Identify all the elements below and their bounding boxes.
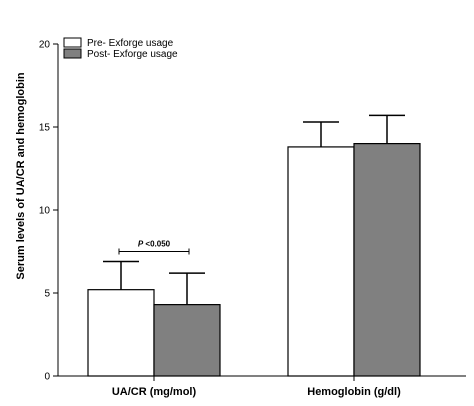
y-tick-label: 5: [44, 289, 50, 300]
y-axis-title: Serum levels of UA/CR and hemoglobin: [15, 72, 27, 279]
legend-label: Post- Exforge usage: [87, 49, 178, 60]
error-bars: [103, 114, 405, 305]
legend-label: Pre- Exforge usage: [87, 38, 174, 49]
annotations: P <0.050: [118, 240, 190, 255]
x-axis: UA/CR (mg/mol) Hemoglobin (g/dl): [58, 375, 466, 398]
bars: [87, 143, 421, 377]
bar: [153, 304, 221, 377]
y-tick-label: 10: [39, 206, 51, 217]
legend-swatch: [63, 48, 82, 59]
x-tick-label: Hemoglobin (g/dl): [307, 386, 401, 398]
bar: [287, 146, 355, 377]
y-tick-label: 20: [39, 40, 51, 51]
legend-swatch: [63, 37, 82, 48]
y-axis: 0 5 10 15 20: [39, 40, 59, 383]
bar: [353, 143, 421, 377]
plot-area: P <0.050 0 5 10 15 20 UA/CR (mg/mol) Hemoglob…: [39, 40, 466, 398]
y-tick-label: 0: [44, 372, 50, 383]
significance-label: P <0.050: [138, 240, 171, 249]
y-tick-label: 15: [39, 123, 51, 134]
bar: [87, 289, 155, 377]
x-tick-label: UA/CR (mg/mol): [112, 386, 197, 398]
